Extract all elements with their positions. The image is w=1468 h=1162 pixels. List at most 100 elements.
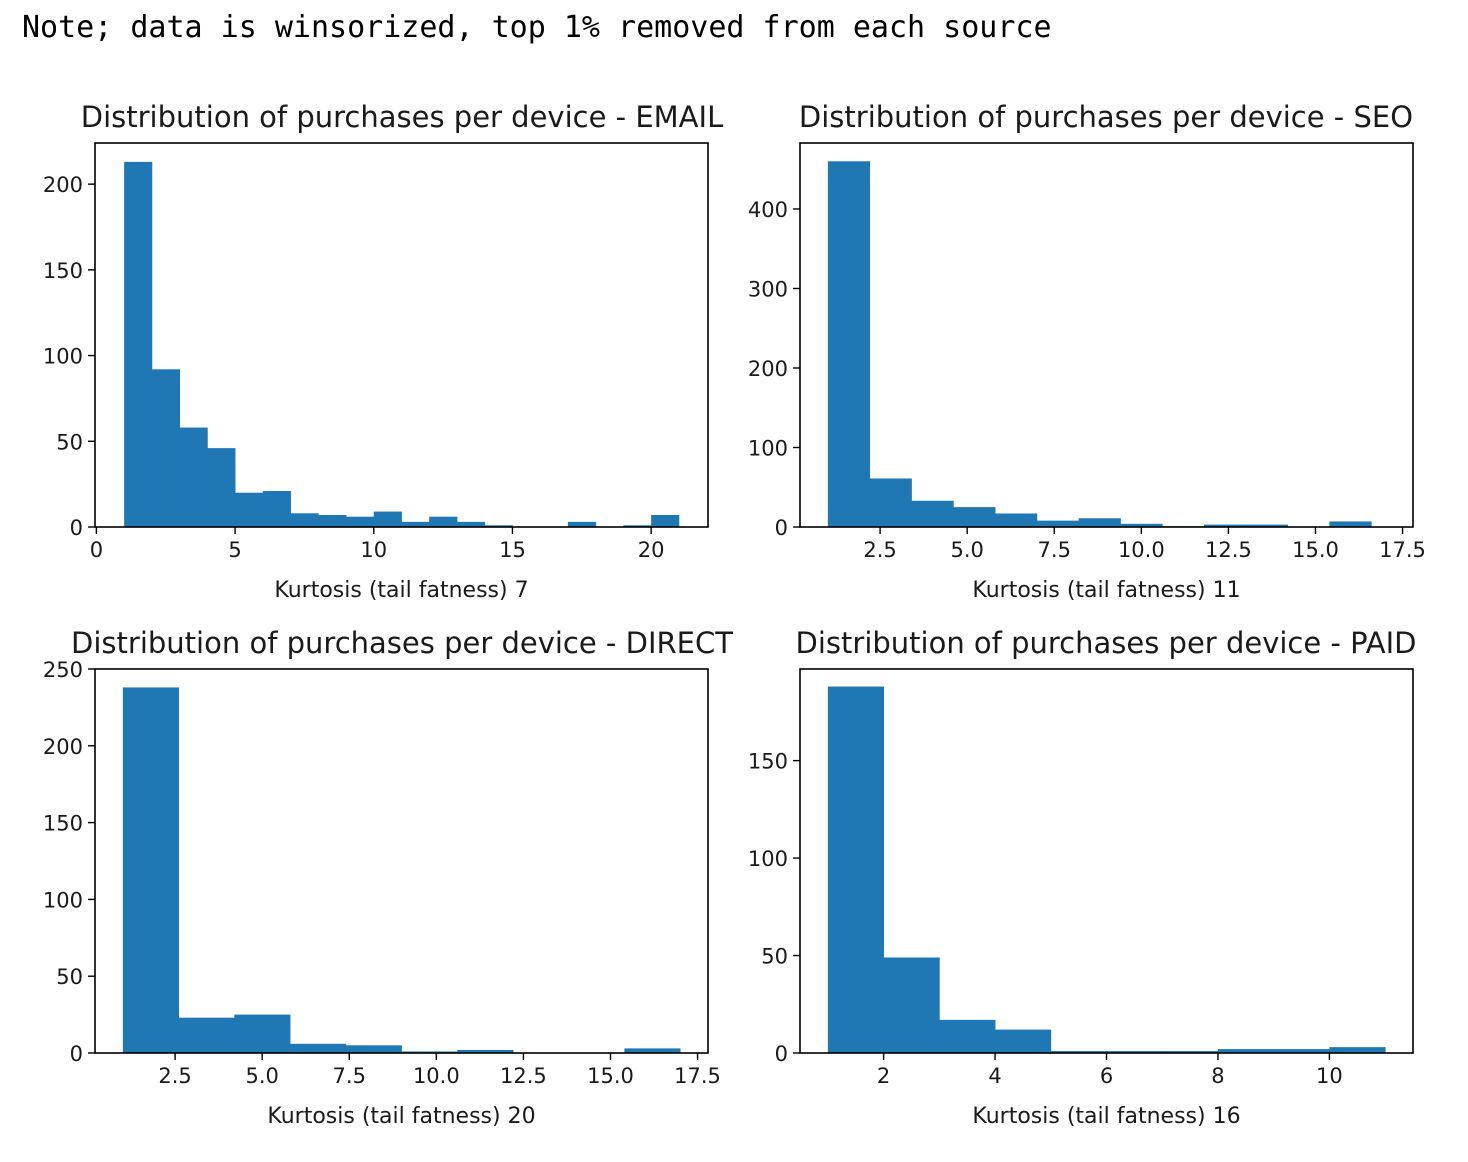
note-text: Note; data is winsorized, top 1% removed…: [22, 10, 1052, 45]
x-tick-label: 7.5: [1038, 538, 1071, 562]
x-tick-label: 15.0: [1292, 538, 1339, 562]
histogram-bar: [883, 957, 940, 1053]
y-tick-label: 200: [43, 173, 83, 197]
y-tick-label: 100: [748, 436, 788, 460]
x-tick-label: 10.0: [1118, 538, 1165, 562]
plot-frame: [94, 668, 709, 1054]
histogram-bar: [1078, 518, 1121, 527]
histogram-bar: [124, 161, 153, 527]
histogram-bar: [1329, 1047, 1386, 1053]
histogram-bar: [457, 1049, 514, 1053]
x-tick-label: 2.5: [158, 1064, 191, 1088]
y-tick-label: 50: [56, 965, 83, 989]
y-tick-label: 0: [775, 1042, 788, 1066]
chart-title: Distribution of purchases per device - P…: [796, 626, 1417, 660]
histogram-bar: [939, 1019, 996, 1053]
x-tick-label: 12.5: [500, 1064, 547, 1088]
histogram-bar: [1329, 521, 1372, 527]
histogram-bar: [623, 525, 652, 527]
x-tick-label: 15: [499, 538, 526, 562]
x-tick-label: 0: [90, 538, 103, 562]
y-tick-label: 50: [761, 945, 788, 969]
histogram-bar: [207, 448, 236, 527]
histogram-bar: [1050, 1051, 1107, 1053]
y-tick-label: 0: [70, 1042, 83, 1066]
y-tick-label: 150: [748, 750, 788, 774]
chart-title: Distribution of purchases per device - D…: [71, 626, 733, 660]
histogram-bar: [429, 516, 458, 527]
chart-title: Distribution of purchases per device - E…: [81, 100, 723, 134]
x-tick-label: 12.5: [1205, 538, 1252, 562]
histogram-bar: [953, 507, 996, 527]
y-tick-label: 200: [748, 357, 788, 381]
x-tick-label: 17.5: [1379, 538, 1426, 562]
y-tick-label: 0: [775, 516, 788, 540]
histogram-bar: [1217, 1049, 1275, 1053]
histogram-bar: [401, 521, 430, 527]
y-tick-label: 150: [43, 259, 83, 283]
x-tick-label: 6: [1100, 1064, 1113, 1088]
histogram-bar: [827, 686, 884, 1053]
histogram-bar: [235, 492, 264, 527]
histogram-bar: [869, 478, 912, 527]
histogram-bar: [484, 525, 513, 527]
histogram-direct: Distribution of purchases per device - D…: [43, 626, 733, 1129]
histogram-bar: [651, 515, 680, 527]
histogram-bar: [995, 513, 1038, 527]
histogram-bar: [1106, 1051, 1163, 1053]
histogram-bar: [373, 511, 402, 527]
histogram-bar: [1273, 1049, 1330, 1053]
histogram-bar: [624, 1048, 681, 1053]
x-axis-label: Kurtosis (tail fatness) 11: [972, 578, 1240, 603]
y-tick-label: 50: [56, 430, 83, 454]
histogram-email: Distribution of purchases per device - E…: [43, 100, 723, 603]
x-tick-label: 7.5: [333, 1064, 366, 1088]
y-tick-label: 250: [43, 658, 83, 682]
plot-frame: [94, 142, 709, 528]
histogram-bar: [234, 1014, 291, 1053]
x-tick-label: 8: [1211, 1064, 1224, 1088]
y-tick-label: 100: [43, 345, 83, 369]
histogram-bar: [911, 500, 954, 527]
histogram-bar: [318, 515, 347, 527]
histogram-bar: [179, 427, 208, 527]
y-tick-label: 100: [748, 847, 788, 871]
x-tick-label: 10: [360, 538, 387, 562]
histogram-bar: [290, 1043, 347, 1053]
y-tick-label: 400: [748, 198, 788, 222]
y-tick-label: 0: [70, 516, 83, 540]
histogram-paid: Distribution of purchases per device - P…: [748, 626, 1417, 1129]
histogram-bar: [1162, 1051, 1219, 1053]
histogram-seo: Distribution of purchases per device - S…: [748, 100, 1426, 603]
histogram-bar: [827, 161, 871, 527]
histogram-bar: [122, 687, 179, 1053]
histogram-bar: [1036, 520, 1080, 527]
x-tick-label: 5.0: [950, 538, 983, 562]
x-axis-label: Kurtosis (tail fatness) 7: [274, 578, 528, 603]
x-tick-label: 5.0: [245, 1064, 278, 1088]
histogram-bar: [178, 1017, 235, 1053]
histogram-bar: [456, 521, 486, 527]
histogram-bar: [151, 369, 180, 527]
x-tick-label: 4: [988, 1064, 1001, 1088]
x-tick-label: 15.0: [587, 1064, 634, 1088]
chart-title: Distribution of purchases per device - S…: [799, 100, 1413, 134]
x-tick-label: 2.5: [863, 538, 896, 562]
x-tick-label: 10.0: [413, 1064, 460, 1088]
histogram-bar: [995, 1029, 1052, 1053]
x-tick-label: 2: [877, 1064, 890, 1088]
x-axis-label: Kurtosis (tail fatness) 20: [267, 1104, 535, 1129]
plot-frame: [799, 142, 1414, 528]
histogram-bar: [346, 516, 375, 527]
histogram-bar: [290, 513, 319, 527]
histogram-bar: [345, 1045, 402, 1053]
histogram-bar: [1204, 524, 1247, 527]
histogram-bar: [1120, 523, 1163, 527]
histogram-bar: [567, 521, 597, 527]
y-tick-label: 100: [43, 888, 83, 912]
x-tick-label: 10: [1316, 1064, 1343, 1088]
x-tick-label: 17.5: [674, 1064, 721, 1088]
x-tick-label: 20: [638, 538, 665, 562]
histogram-bar: [262, 491, 291, 527]
y-tick-label: 300: [748, 277, 788, 301]
